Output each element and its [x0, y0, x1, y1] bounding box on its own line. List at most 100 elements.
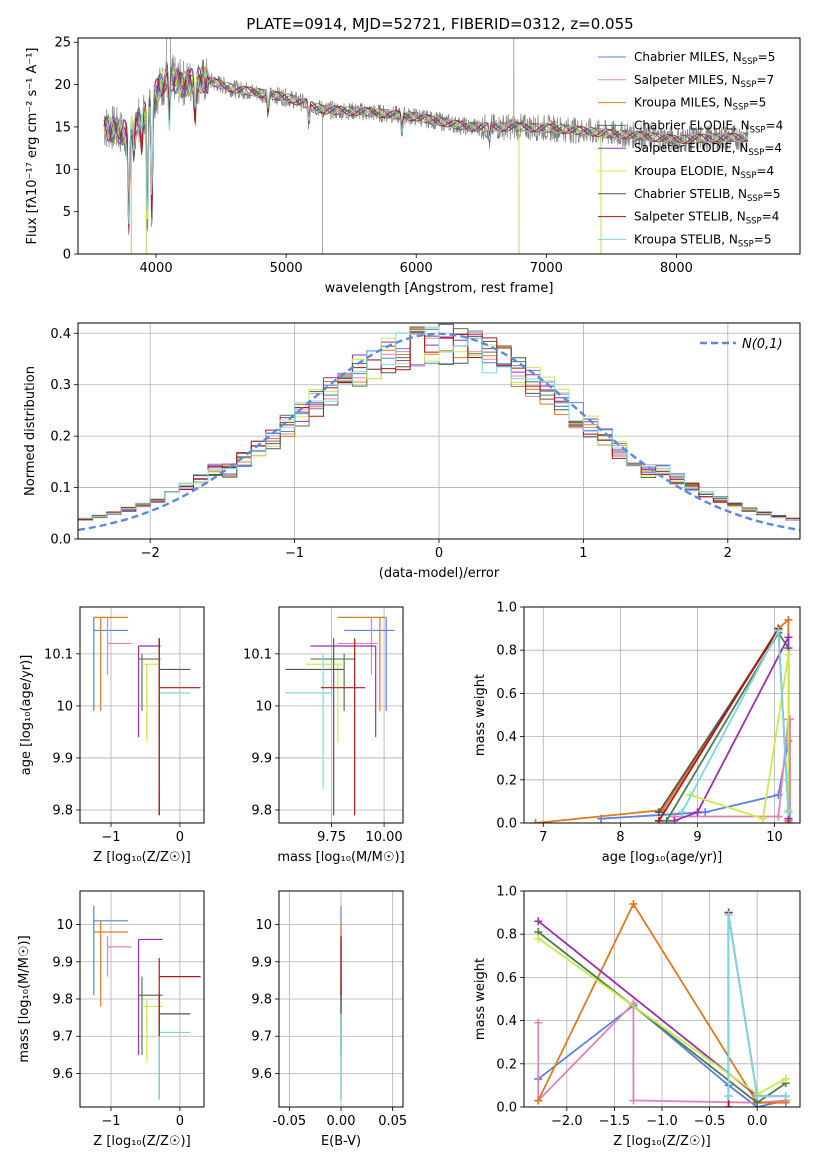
- errorbar-salpeter_stelib: [321, 638, 366, 816]
- marker-kroupa_miles: [534, 1096, 543, 1105]
- marker-salpeter_elodie: [693, 808, 702, 817]
- y-tick-label: 0.2: [496, 773, 517, 788]
- legend-label-salpeter_elodie: Salpeter ELODIE, NSSP=4: [634, 141, 782, 158]
- legend-label-gaussian: N(0,1): [742, 337, 783, 352]
- y-axis-label: Normed distribution: [23, 366, 38, 496]
- plot-area: [78, 323, 800, 532]
- y-tick-label: 10: [54, 163, 71, 178]
- y-tick-label: 9.8: [251, 803, 272, 818]
- x-tick-label: 9.75: [317, 830, 346, 845]
- axes-frame: [77, 37, 801, 255]
- series-chabrier_elodie: [534, 928, 790, 1107]
- errorbar-kroupa_elodie: [306, 663, 343, 743]
- marker-salpeter_miles: [629, 1096, 638, 1105]
- y-tick-label: 0.4: [496, 1014, 517, 1029]
- y-tick-label: 9.9: [251, 955, 272, 970]
- line-chabrier_miles: [601, 740, 790, 823]
- x-axis-label: (data-model)/error: [379, 566, 500, 581]
- y-tick-label: 0.2: [496, 1057, 517, 1072]
- y-tick-label: 9.7: [52, 1030, 73, 1045]
- line-kroupa_stelib: [727, 914, 786, 1098]
- line-kroupa_elodie: [689, 654, 790, 820]
- x-tick-label: −1.0: [646, 1114, 678, 1129]
- histogram-kroupa_stelib: [78, 326, 800, 520]
- plot-area: [285, 616, 395, 816]
- x-tick-label: −1: [285, 546, 304, 561]
- marker-kroupa_miles: [784, 615, 793, 624]
- errorbar-chabrier_elodie: [138, 653, 161, 712]
- y-axis-label: age [log₁₀(age/yr)]: [19, 655, 34, 776]
- plot-area: [534, 899, 790, 1107]
- y-tick-label: 0: [63, 248, 71, 263]
- y-tick-label: 0.2: [50, 430, 71, 445]
- plot-area: [93, 616, 201, 816]
- errorbar-salpeter_stelib: [158, 638, 201, 816]
- y-tick-label: 10: [255, 699, 272, 714]
- x-tick-label: -0.05: [273, 1114, 307, 1129]
- y-axis-label: mass weight: [473, 674, 488, 756]
- y-tick-label: 10: [56, 918, 73, 933]
- chart-age_vs_Z: −1 0 9.8 9.9 10 10.1 Z [log₁₀(Z/Z☉)] age [log₁₀…: [19, 606, 205, 865]
- axes-frame: [79, 606, 205, 824]
- y-tick-label: 10: [255, 918, 272, 933]
- errorbar-kroupa_elodie: [142, 663, 161, 743]
- marker-kroupa_elodie: [784, 650, 793, 659]
- model-spectrum-kroupa_elodie: [103, 68, 749, 254]
- plot-area: [103, 38, 749, 254]
- errorbar-chabrier_elodie: [310, 653, 355, 712]
- x-tick-label: 9: [693, 830, 701, 845]
- y-tick-label: 0.6: [496, 971, 517, 986]
- marker-kroupa_elodie: [534, 934, 543, 943]
- chart-massweight_vs_Z: −2.0 −1.5 −1.0 −0.5 0.0 0.0 0.2 0.4 0.6 0.8 1.0 Z […: [473, 885, 801, 1149]
- plot-area: [93, 905, 201, 1100]
- chart-residuals: −2 −1 0 1 2 0.0 0.1 0.2 0.3 0.4 (data-model)/error…: [23, 322, 801, 581]
- marker-chabrier_stelib: [654, 808, 663, 817]
- series-chabrier_stelib: [654, 626, 793, 817]
- x-tick-label: 5000: [270, 261, 303, 276]
- line-salpeter_miles: [674, 719, 791, 823]
- y-tick-label: 0.3: [50, 378, 71, 393]
- errorbar-chabrier_stelib: [158, 638, 191, 816]
- marker-kroupa_miles: [629, 899, 638, 908]
- y-tick-label: 0.0: [50, 533, 71, 548]
- x-tick-label: 0.00: [327, 1114, 356, 1129]
- y-tick-label: 9.6: [251, 1067, 272, 1082]
- y-tick-label: 9.8: [52, 993, 73, 1008]
- chart-age_vs_mass: 9.75 10.00 9.8 9.9 10 10.1 mass [log₁₀(M/M☉)]: [243, 606, 405, 865]
- errorbar-kroupa_stelib: [158, 1013, 191, 1100]
- y-tick-label: 10.1: [44, 647, 73, 662]
- x-axis-label: Z [log₁₀(Z/Z☉)]: [613, 1134, 710, 1149]
- marker-salpeter_elodie: [784, 633, 793, 642]
- model-spectrum-salpeter_stelib: [103, 68, 749, 227]
- y-tick-label: 10.1: [243, 647, 272, 662]
- axes-frame: [278, 606, 404, 824]
- marker-salpeter_miles: [774, 812, 783, 821]
- marker-salpeter_stelib: [654, 816, 663, 823]
- errorbar-chabrier_miles: [344, 617, 395, 712]
- x-tick-label: 4000: [140, 261, 173, 276]
- legend-label-chabrier_elodie: Chabrier ELODIE, NSSP=4: [634, 118, 783, 135]
- x-tick-label: 8000: [660, 261, 693, 276]
- x-axis-label: E(B-V): [321, 1134, 361, 1149]
- legend-label-kroupa_miles: Kroupa MILES, NSSP=5: [634, 96, 766, 113]
- plot-area: [531, 615, 794, 823]
- y-tick-label: 20: [54, 78, 71, 93]
- x-tick-label: 7: [539, 830, 547, 845]
- errorbar-chabrier_miles: [93, 905, 129, 996]
- y-tick-label: 0.8: [496, 928, 517, 943]
- marker-chabrier_elodie: [662, 816, 671, 823]
- x-tick-label: 6000: [400, 261, 433, 276]
- marker-kroupa_stelib: [774, 626, 783, 635]
- errorbar-salpeter_elodie: [137, 938, 163, 1055]
- y-tick-label: 10: [56, 699, 73, 714]
- y-tick-label: 9.8: [52, 803, 73, 818]
- legend-label-kroupa_stelib: Kroupa STELIB, NSSP=5: [634, 232, 772, 249]
- gaussian-reference-curve: [78, 332, 800, 532]
- x-tick-label: −0.5: [694, 1114, 726, 1129]
- marker-kroupa_stelib: [724, 1092, 733, 1101]
- x-tick-label: 2: [724, 546, 732, 561]
- marker-kroupa_elodie: [781, 1074, 790, 1083]
- marker-salpeter_elodie: [534, 917, 543, 926]
- errorbar-salpeter_miles: [106, 935, 132, 977]
- marker-kroupa_stelib: [781, 1092, 790, 1101]
